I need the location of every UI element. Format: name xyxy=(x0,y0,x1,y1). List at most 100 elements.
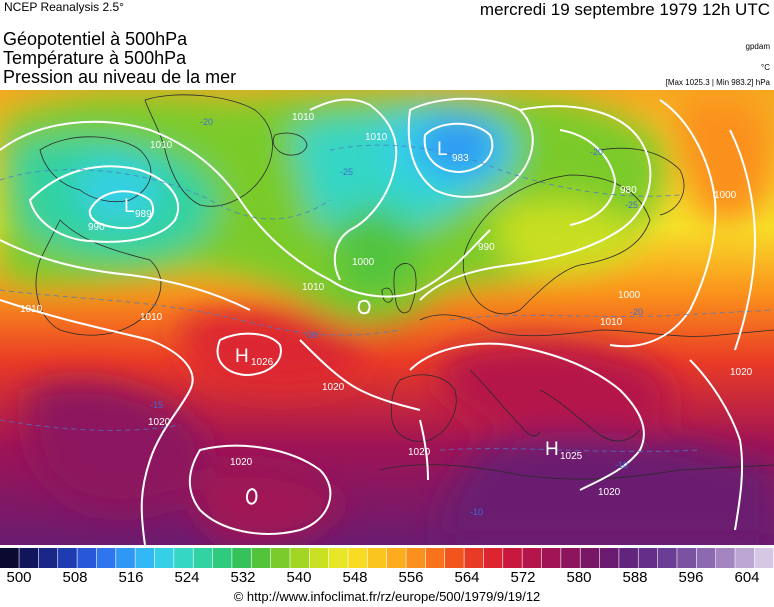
isotherm-label: -20 xyxy=(590,147,603,157)
low-symbol: L xyxy=(437,139,448,160)
title-pressure: Pression au niveau de la mer xyxy=(3,67,237,87)
geopotential-field xyxy=(0,91,774,545)
scale-swatch xyxy=(754,548,774,568)
isobar-label: 1020 xyxy=(148,417,171,428)
high-pressure-center: H 1026 xyxy=(235,346,274,368)
color-scale-bar xyxy=(0,548,774,568)
header: NCEP Reanalysis 2.5° mercredi 19 septemb… xyxy=(0,0,774,90)
high-symbol: H xyxy=(235,346,249,367)
unit-pressure-range: [Max 1025.3 | Min 983.2] hPa xyxy=(665,78,770,87)
scale-tick: 500 xyxy=(6,569,32,586)
low-value: 983 xyxy=(452,153,469,164)
scale-tick: 508 xyxy=(62,569,88,586)
scale-swatch xyxy=(503,548,522,568)
weather-map: 1010 1010 1010 1000 1000 990 980 1010 10… xyxy=(0,90,774,545)
isobar-label: 1020 xyxy=(730,367,753,378)
isobar-label: 1010 xyxy=(140,312,163,323)
scale-swatch xyxy=(193,548,213,568)
scale-tick: 572 xyxy=(510,569,536,586)
low-pressure-center: L 989 xyxy=(124,196,152,220)
credit-link[interactable]: © http://www.infoclimat.fr/rz/europe/500… xyxy=(233,589,541,604)
scale-tick: 564 xyxy=(454,569,480,586)
pressure-centers: L 983 L 989 H 1026 H 1025 xyxy=(124,139,583,462)
scale-swatch xyxy=(154,548,174,568)
date-label: mercredi 19 septembre 1979 12h UTC xyxy=(479,0,770,19)
scale-swatch xyxy=(77,548,97,568)
scale-swatch xyxy=(677,548,696,568)
scale-swatch xyxy=(290,548,309,568)
isotherm-label: -15 xyxy=(150,400,163,410)
scale-swatch xyxy=(580,548,600,568)
scale-tick: 516 xyxy=(118,569,144,586)
isotherm-label: -20 xyxy=(630,307,643,317)
isobar-label: 1010 xyxy=(20,304,43,315)
high-symbol: H xyxy=(545,439,559,460)
scale-tick: 556 xyxy=(398,569,424,586)
scale-swatch xyxy=(58,548,77,568)
scale-swatch xyxy=(696,548,716,568)
scale-swatch xyxy=(309,548,329,568)
isotherm-labels: -20 -20 -20 -20 -25 -25 -15 -10 -10 xyxy=(150,117,643,517)
scale-swatch xyxy=(619,548,638,568)
scale-swatch xyxy=(174,548,193,568)
isotherm-label: -20 xyxy=(305,330,318,340)
isobar-label: 1010 xyxy=(365,132,388,143)
scale-swatch xyxy=(251,548,271,568)
isobar-label: 1020 xyxy=(598,487,621,498)
scale-swatch xyxy=(96,548,116,568)
unit-gpdam: gpdam xyxy=(745,42,770,51)
scale-swatch xyxy=(328,548,348,568)
scale-swatch xyxy=(212,548,232,568)
low-pressure-center: L 983 xyxy=(437,139,469,164)
scale-swatch xyxy=(445,548,464,568)
isobar-label: 1000 xyxy=(618,290,641,301)
scale-swatch xyxy=(425,548,445,568)
scale-swatch xyxy=(367,548,387,568)
scale-swatch xyxy=(348,548,368,568)
high-pressure-center: H 1025 xyxy=(545,439,583,462)
scale-swatch xyxy=(483,548,503,568)
isobar-label: 990 xyxy=(478,242,495,253)
scale-swatch xyxy=(522,548,542,568)
source-label: NCEP Reanalysis 2.5° xyxy=(4,0,124,14)
isobars xyxy=(0,97,757,545)
isobar-label: 1020 xyxy=(230,457,253,468)
color-scale-ticks: 500 508 516 524 532 540 548 556 564 572 … xyxy=(0,569,774,589)
unit-celsius: °C xyxy=(761,63,770,72)
scale-tick: 588 xyxy=(622,569,648,586)
isobar-label: 1020 xyxy=(408,447,431,458)
scale-tick: 548 xyxy=(342,569,368,586)
high-value: 1026 xyxy=(251,357,274,368)
scale-swatch xyxy=(406,548,426,568)
title-temperature: Température à 500hPa xyxy=(3,48,187,68)
scale-swatch xyxy=(19,548,39,568)
isotherms xyxy=(0,144,774,452)
scale-tick: 524 xyxy=(174,569,200,586)
isobar-label: 980 xyxy=(620,185,637,196)
isobar-label: 990 xyxy=(88,222,105,233)
isobar-label: 1010 xyxy=(150,140,173,151)
isobar-label: 1010 xyxy=(292,112,315,123)
isobar-label: 1020 xyxy=(322,382,345,393)
scale-swatch xyxy=(135,548,155,568)
high-value: 1025 xyxy=(560,451,583,462)
low-value: 989 xyxy=(135,209,152,220)
isobar-labels: 1010 1010 1010 1000 1000 990 980 1010 10… xyxy=(20,112,753,498)
scale-swatch xyxy=(715,548,735,568)
scale-swatch xyxy=(657,548,677,568)
scale-swatch xyxy=(232,548,251,568)
isotherm-label: -10 xyxy=(470,507,483,517)
title-geopotential: Géopotentiel à 500hPa xyxy=(3,29,188,49)
isotherm-label: -25 xyxy=(340,167,353,177)
scale-swatch xyxy=(599,548,619,568)
scale-swatch xyxy=(541,548,561,568)
scale-swatch xyxy=(387,548,406,568)
isotherm-label: -25 xyxy=(625,200,638,210)
isotherm-label: -20 xyxy=(200,117,213,127)
scale-tick: 596 xyxy=(678,569,704,586)
scale-tick: 580 xyxy=(566,569,592,586)
isobar-label: 1000 xyxy=(352,257,375,268)
scale-swatch xyxy=(735,548,755,568)
isotherm-label: -10 xyxy=(615,460,628,470)
isobar-label: 1010 xyxy=(600,317,623,328)
